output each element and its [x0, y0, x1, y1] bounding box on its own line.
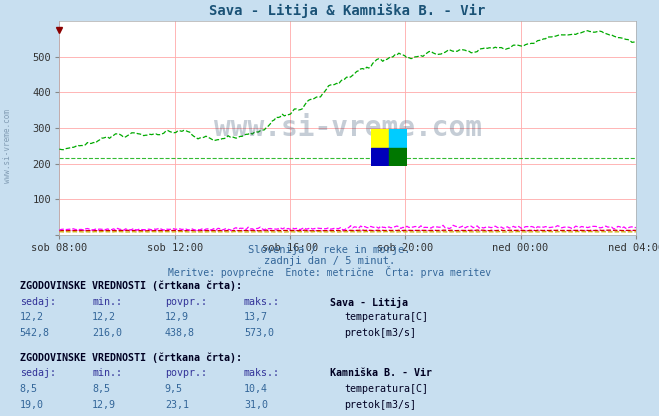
Text: 12,9: 12,9	[92, 400, 116, 410]
Text: www.si-vreme.com: www.si-vreme.com	[214, 114, 482, 142]
Text: povpr.:: povpr.:	[165, 297, 207, 307]
Bar	[389, 129, 407, 148]
Text: Slovenija / reke in morje.: Slovenija / reke in morje.	[248, 245, 411, 255]
Text: zadnji dan / 5 minut.: zadnji dan / 5 minut.	[264, 256, 395, 266]
Text: 438,8: 438,8	[165, 328, 195, 338]
Text: ZGODOVINSKE VREDNOSTI (črtkana črta):: ZGODOVINSKE VREDNOSTI (črtkana črta):	[20, 352, 242, 363]
Text: pretok[m3/s]: pretok[m3/s]	[344, 328, 416, 338]
Text: 31,0: 31,0	[244, 400, 268, 410]
Text: povpr.:: povpr.:	[165, 368, 207, 378]
Text: Meritve: povprečne  Enote: metrične  Črta: prva meritev: Meritve: povprečne Enote: metrične Črta:…	[168, 266, 491, 278]
Title: Sava - Litija & Kamniška B. - Vir: Sava - Litija & Kamniška B. - Vir	[210, 4, 486, 18]
Text: sedaj:: sedaj:	[20, 368, 56, 378]
Text: 8,5: 8,5	[92, 384, 110, 394]
Text: 19,0: 19,0	[20, 400, 43, 410]
Text: Sava - Litija: Sava - Litija	[330, 297, 407, 308]
Text: maks.:: maks.:	[244, 368, 280, 378]
Text: Kamniška B. - Vir: Kamniška B. - Vir	[330, 368, 432, 378]
Text: 573,0: 573,0	[244, 328, 274, 338]
Bar	[370, 148, 389, 166]
Text: 542,8: 542,8	[20, 328, 50, 338]
Text: pretok[m3/s]: pretok[m3/s]	[344, 400, 416, 410]
Text: sedaj:: sedaj:	[20, 297, 56, 307]
Text: min.:: min.:	[92, 297, 123, 307]
Text: 12,2: 12,2	[20, 312, 43, 322]
Text: temperatura[C]: temperatura[C]	[344, 384, 428, 394]
Bar	[370, 129, 389, 148]
Text: ZGODOVINSKE VREDNOSTI (črtkana črta):: ZGODOVINSKE VREDNOSTI (črtkana črta):	[20, 281, 242, 291]
Text: 12,2: 12,2	[92, 312, 116, 322]
Text: min.:: min.:	[92, 368, 123, 378]
Text: 216,0: 216,0	[92, 328, 123, 338]
Bar	[389, 148, 407, 166]
Text: 10,4: 10,4	[244, 384, 268, 394]
Text: 12,9: 12,9	[165, 312, 188, 322]
Text: 9,5: 9,5	[165, 384, 183, 394]
Text: maks.:: maks.:	[244, 297, 280, 307]
Text: 8,5: 8,5	[20, 384, 38, 394]
Text: www.si-vreme.com: www.si-vreme.com	[3, 109, 13, 183]
Text: 13,7: 13,7	[244, 312, 268, 322]
Text: 23,1: 23,1	[165, 400, 188, 410]
Text: temperatura[C]: temperatura[C]	[344, 312, 428, 322]
